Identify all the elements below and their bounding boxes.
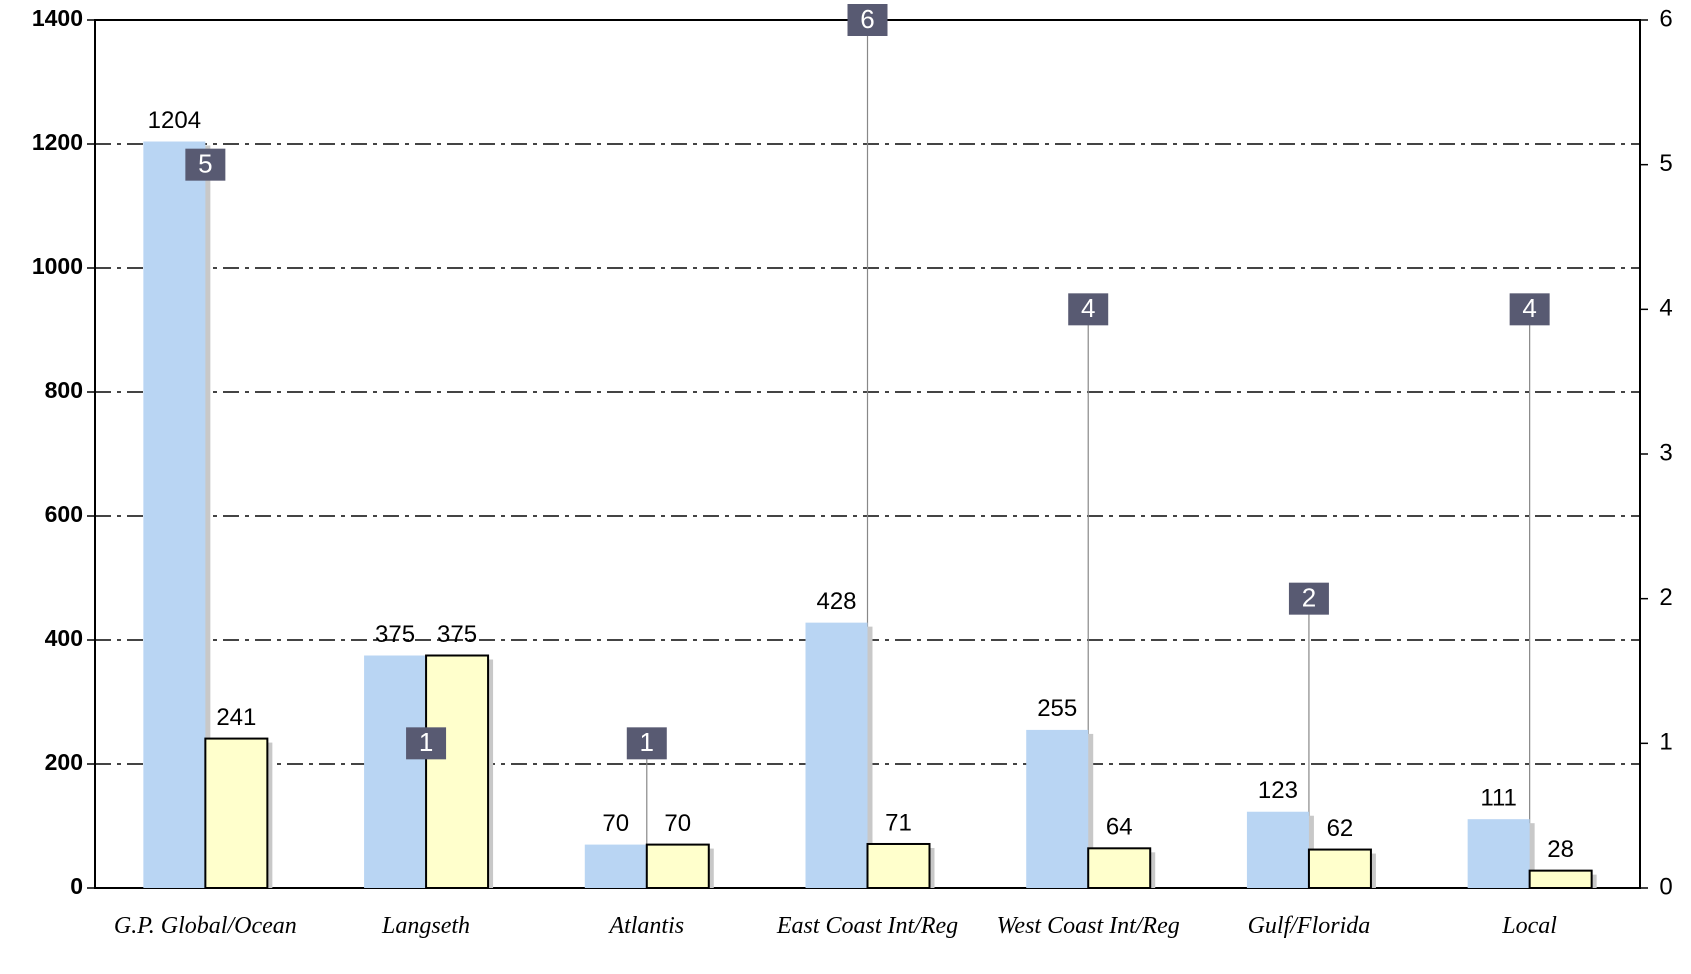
y-tick-label: 200 — [45, 749, 83, 775]
bar — [645, 843, 710, 889]
bar — [364, 655, 427, 888]
x-tick-label: Gulf/Florida — [1247, 913, 1371, 939]
value-label: 70 — [602, 810, 629, 837]
bar — [143, 141, 206, 888]
y2-tick-label: 4 — [1659, 295, 1672, 322]
x-tick-label: G.P. Global/Ocean — [113, 913, 297, 939]
bar — [1087, 847, 1152, 890]
value-label: 71 — [885, 809, 912, 836]
value-label: 241 — [216, 704, 256, 731]
marker — [406, 727, 447, 760]
bar — [1467, 819, 1530, 888]
y2-tick-label: 1 — [1659, 729, 1672, 756]
marker-label: 2 — [1302, 583, 1316, 613]
bar — [1026, 729, 1089, 888]
marker-label: 1 — [640, 727, 654, 757]
bar — [425, 654, 490, 889]
marker-label: 4 — [1522, 293, 1536, 323]
y-tick-label: 800 — [45, 377, 83, 403]
value-label: 375 — [437, 621, 477, 648]
value-label: 375 — [375, 621, 415, 648]
marker — [1509, 293, 1550, 326]
y-tick-label: 600 — [45, 501, 83, 527]
bar — [204, 737, 269, 890]
marker — [847, 4, 888, 36]
value-label: 70 — [664, 810, 691, 837]
bar — [1307, 848, 1372, 889]
x-tick-label: Langseth — [382, 913, 471, 939]
value-label: 111 — [1480, 785, 1516, 812]
bar — [805, 622, 868, 888]
bar — [584, 844, 647, 888]
y2-tick-label: 5 — [1659, 150, 1672, 177]
bar — [866, 842, 931, 889]
y2-tick-label: 3 — [1659, 439, 1672, 466]
x-tick-label: Local — [1502, 913, 1557, 939]
marker-label: 5 — [198, 149, 212, 179]
y2-tick-label: 2 — [1659, 584, 1672, 611]
marker — [626, 727, 667, 760]
value-label: 64 — [1106, 814, 1133, 841]
value-label: 428 — [816, 588, 856, 615]
marker-label: 4 — [1081, 293, 1095, 323]
value-label: 123 — [1258, 777, 1298, 804]
plot-front: 0200400600800100012001400012345612043757… — [32, 4, 1673, 900]
value-label: 62 — [1327, 815, 1354, 842]
value-label: 1204 — [148, 107, 201, 134]
y2-tick-label: 0 — [1659, 873, 1672, 900]
value-label: 28 — [1547, 836, 1574, 863]
y-tick-label: 400 — [45, 625, 83, 651]
marker — [1068, 293, 1109, 326]
y2-tick-label: 6 — [1659, 5, 1672, 32]
marker-label: 6 — [860, 4, 874, 34]
x-tick-label: Atlantis — [609, 913, 685, 939]
bar — [1528, 869, 1593, 890]
x-tick-label: East Coast Int/Reg — [776, 913, 959, 939]
marker — [185, 148, 226, 181]
y-tick-label: 1400 — [32, 5, 83, 31]
y-tick-label: 1200 — [32, 129, 83, 155]
x-tick-label: West Coast Int/Reg — [996, 913, 1180, 939]
y-tick-label: 1000 — [32, 253, 83, 279]
marker — [1288, 582, 1329, 615]
value-label: 255 — [1037, 695, 1077, 722]
y-tick-label: 0 — [70, 873, 83, 899]
marker-label: 1 — [419, 727, 433, 757]
bar — [1246, 811, 1309, 888]
